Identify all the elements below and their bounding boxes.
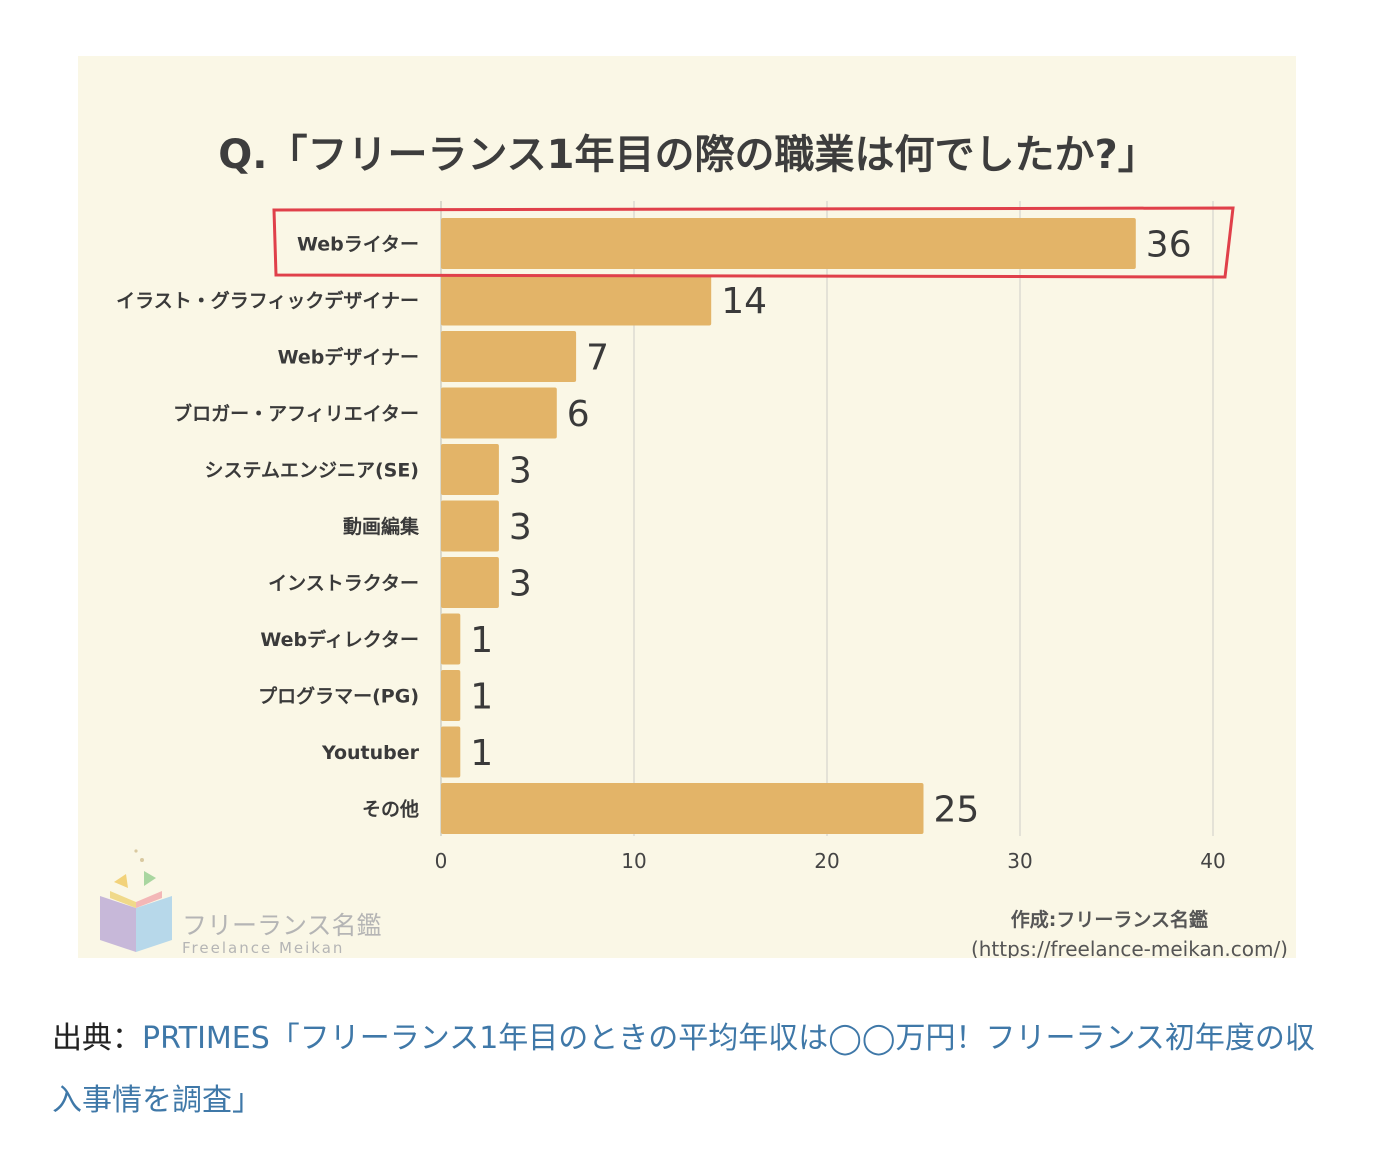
bar-7 (441, 613, 461, 665)
logo-text-en: Freelance Meikan (182, 939, 344, 957)
bars (441, 218, 1136, 834)
logo-text-ja: フリーランス名鑑 (182, 911, 382, 940)
category-label: イラスト・グラフィックデザイナー (116, 289, 419, 312)
credit-line-1: 作成:フリーランス名鑑 (1011, 908, 1208, 931)
category-label: Webディレクター (260, 628, 419, 651)
category-label: その他 (362, 798, 419, 821)
category-label: 動画編集 (343, 515, 420, 538)
x-tick-label: 40 (1200, 849, 1225, 873)
value-label: 1 (470, 677, 493, 718)
category-label: Youtuber (321, 742, 420, 764)
bar-8 (441, 670, 461, 721)
category-label: Webライター (297, 234, 419, 256)
value-label: 1 (470, 620, 493, 661)
source-link[interactable]: PRTIMES「フリーランス1年目のときの平均年収は◯◯万円！フリーランス初年度… (52, 1021, 1315, 1118)
chart-title: Q.「フリーランス1年目の際の職業は何でしたか?」 (218, 132, 1157, 178)
highlight-rectangle (272, 206, 1235, 279)
value-label: 1 (470, 733, 493, 774)
bar-5 (441, 500, 499, 552)
category-label: システムエンジニア(SE) (205, 460, 419, 482)
value-label: 3 (509, 451, 532, 492)
bar-1 (441, 274, 712, 326)
source-prefix: 出典： (52, 1021, 142, 1056)
value-label: 14 (721, 281, 767, 322)
x-tick-label: 30 (1007, 849, 1032, 873)
bar-3 (441, 387, 557, 439)
x-axis-ticks: 0 10 20 30 40 (435, 849, 1226, 873)
value-label: 6 (567, 394, 590, 435)
x-tick-label: 10 (621, 849, 646, 873)
highlight-box (272, 206, 1235, 279)
bar-chart: Q.「フリーランス1年目の際の職業は何でしたか?」 Webライターイラスト・グラ… (100, 132, 1288, 958)
bar-9 (441, 726, 461, 778)
bar-10 (441, 783, 924, 834)
credit-line-2: (https://freelance-meikan.com/) (971, 937, 1288, 958)
bar-0 (441, 218, 1136, 269)
value-label: 36 (1146, 225, 1192, 266)
bar-4 (441, 444, 499, 495)
value-label: 3 (509, 564, 532, 605)
bar-6 (441, 557, 499, 608)
category-label: プログラマー(PG) (258, 685, 419, 708)
x-tick-label: 20 (814, 849, 839, 873)
bar-2 (441, 331, 577, 382)
x-tick-label: 0 (435, 849, 448, 873)
logo: フリーランス名鑑 Freelance Meikan (100, 849, 382, 957)
category-label: ブロガー・アフィリエイター (173, 402, 419, 425)
category-label: インストラクター (268, 573, 419, 595)
value-label: 3 (509, 507, 532, 548)
value-label: 7 (586, 338, 609, 379)
category-label: Webデザイナー (278, 346, 419, 369)
open-book-logo-icon (100, 849, 172, 952)
value-label: 25 (934, 790, 980, 831)
source-citation: 出典：PRTIMES「フリーランス1年目のときの平均年収は◯◯万円！フリーランス… (52, 1008, 1342, 1132)
chart-panel: Q.「フリーランス1年目の際の職業は何でしたか?」 Webライターイラスト・グラ… (78, 56, 1296, 958)
